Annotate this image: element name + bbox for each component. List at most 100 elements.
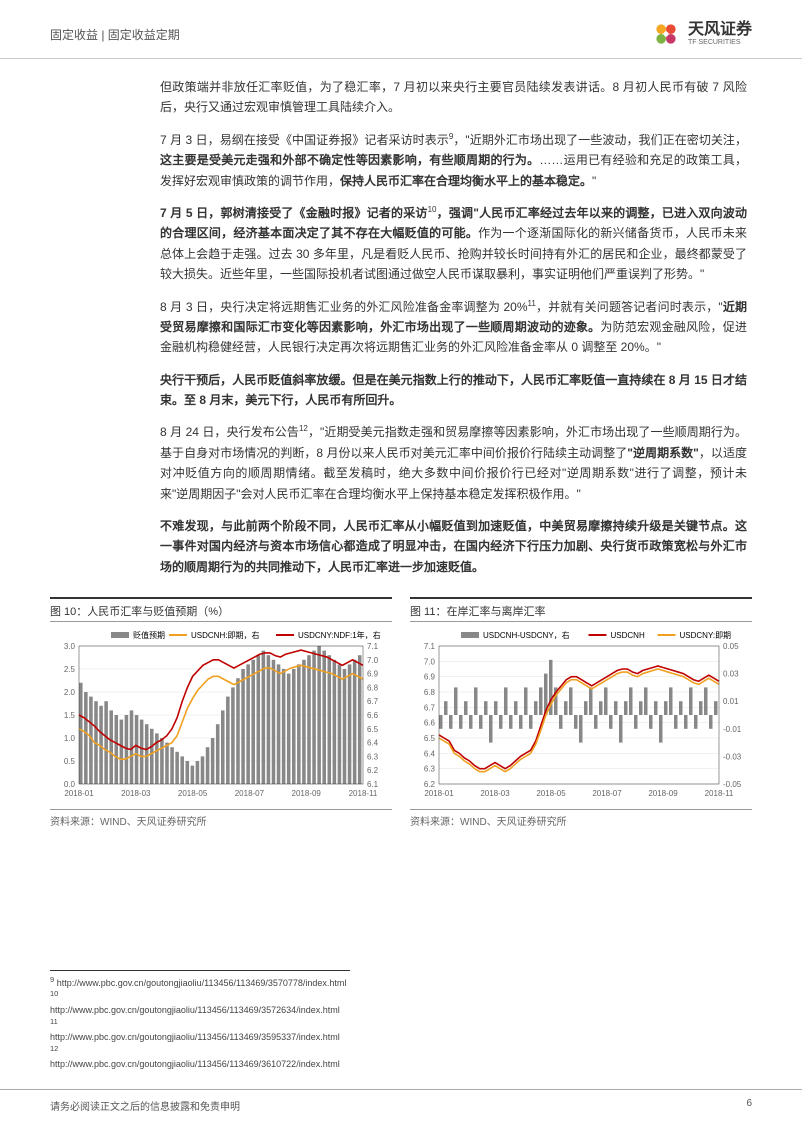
page-footer: 请务必阅读正文之后的信息披露和免责申明 6 <box>0 1089 802 1113</box>
svg-text:USDCNY:NDF:1年，右: USDCNY:NDF:1年，右 <box>298 630 381 640</box>
footnote-ref-12: 12 <box>299 424 308 433</box>
svg-text:1.0: 1.0 <box>64 734 76 743</box>
paragraph-6: 8 月 24 日，央行发布公告12，"近期受美元指数走强和贸易摩擦等因素影响，外… <box>160 422 747 504</box>
svg-text:1.5: 1.5 <box>64 711 76 720</box>
svg-text:2018-11: 2018-11 <box>349 789 378 798</box>
footer-page: 6 <box>746 1098 752 1113</box>
logo-flower-icon <box>650 18 682 50</box>
svg-text:-0.01: -0.01 <box>723 725 742 734</box>
header-category: 固定收益 | 固定收益定期 <box>50 26 180 43</box>
svg-text:贬值预期: 贬值预期 <box>133 630 165 640</box>
p6-c: "逆周期系数" <box>627 446 699 460</box>
svg-text:USDCNH:即期，右: USDCNH:即期，右 <box>191 630 259 640</box>
logo-en: TF SECURITIES <box>688 39 752 47</box>
footer-disclaimer: 请务必阅读正文之后的信息披露和免责申明 <box>50 1098 240 1113</box>
footnote-11-text: http://www.pbc.gov.cn/goutongjiaoliu/113… <box>50 1032 340 1042</box>
svg-text:6.2: 6.2 <box>367 766 379 775</box>
svg-text:6.7: 6.7 <box>424 704 436 713</box>
paragraph-5: 央行干预后，人民币贬值斜率放缓。但是在美元指数上行的推动下，人民币汇率贬值一直持… <box>160 370 747 411</box>
p2-e: 保持人民币汇率在合理均衡水平上的基本稳定。 <box>340 174 592 188</box>
footnote-10: 10 http://www.pbc.gov.cn/goutongjiaoliu/… <box>50 989 350 1016</box>
p2-a: 7 月 3 日，易纲在接受《中国证券报》记者采访时表示 <box>160 133 449 147</box>
svg-text:USDCNH: USDCNH <box>611 631 645 640</box>
svg-text:6.3: 6.3 <box>424 765 436 774</box>
svg-text:6.4: 6.4 <box>424 750 436 759</box>
svg-text:7.1: 7.1 <box>424 642 436 651</box>
svg-text:6.2: 6.2 <box>424 780 436 789</box>
company-logo: 天风证券 TF SECURITIES <box>650 18 752 50</box>
footnote-12-text: http://www.pbc.gov.cn/goutongjiaoliu/113… <box>50 1059 340 1069</box>
svg-text:6.8: 6.8 <box>367 684 379 693</box>
svg-text:0.01: 0.01 <box>723 697 739 706</box>
svg-text:6.9: 6.9 <box>424 673 436 682</box>
footnote-11: 11 http://www.pbc.gov.cn/goutongjiaoliu/… <box>50 1017 350 1044</box>
chart-10-box: 图 10：人民币汇率与贬值预期（%） 贬值预期 USDCNH:即期，右 USDCNY… <box>50 597 392 828</box>
p3-a: 7 月 5 日，郭树清接受了《金融时报》记者的采访 <box>160 206 428 220</box>
charts-row: 图 10：人民币汇率与贬值预期（%） 贬值预期 USDCNH:即期，右 USDCNY… <box>0 589 802 828</box>
chart-10-svg: 贬值预期 USDCNH:即期，右 USDCNY:NDF:1年，右 3.0 2.5 2.0 1… <box>50 626 392 806</box>
svg-text:2018-03: 2018-03 <box>121 789 151 798</box>
svg-text:6.3: 6.3 <box>367 753 379 762</box>
footnote-9: 9 http://www.pbc.gov.cn/goutongjiaoliu/1… <box>50 975 350 990</box>
chart-11-box: 图 11：在岸汇率与离岸汇率 USDCNH-USDCNY，右USDCNHUSDC… <box>410 597 752 828</box>
svg-text:2.0: 2.0 <box>64 688 76 697</box>
svg-text:3.0: 3.0 <box>64 642 76 651</box>
footnote-ref-11: 11 <box>528 299 536 308</box>
footnote-12: 12 http://www.pbc.gov.cn/goutongjiaoliu/… <box>50 1044 350 1071</box>
svg-text:6.1: 6.1 <box>367 780 379 789</box>
chart-11-source: 资料来源：WIND、天风证券研究所 <box>410 809 752 828</box>
svg-text:2018-05: 2018-05 <box>536 789 566 798</box>
svg-text:2018-01: 2018-01 <box>64 789 94 798</box>
paragraph-7: 不难发现，与此前两个阶段不同，人民币汇率从小幅贬值到加速贬值，中美贸易摩擦持续升… <box>160 516 747 577</box>
footnote-ref-10: 10 <box>428 205 437 214</box>
svg-text:6.4: 6.4 <box>367 739 379 748</box>
svg-text:6.5: 6.5 <box>367 725 379 734</box>
p2-f: " <box>592 174 596 188</box>
svg-text:USDCNY:即期: USDCNY:即期 <box>680 631 732 640</box>
paragraph-1: 但政策端并非放任汇率贬值，为了稳汇率，7 月初以来央行主要官员陆续发表讲话。8 … <box>160 77 747 118</box>
paragraph-3: 7 月 5 日，郭树清接受了《金融时报》记者的采访10，强调"人民币汇率经过去年… <box>160 203 747 285</box>
p4-a: 8 月 3 日，央行决定将远期售汇业务的外汇风险准备金率调整为 20% <box>160 300 528 314</box>
svg-text:7.0: 7.0 <box>424 658 436 667</box>
logo-cn: 天风证券 <box>688 21 752 39</box>
svg-text:6.7: 6.7 <box>367 697 379 706</box>
svg-text:0.0: 0.0 <box>64 780 76 789</box>
body-content: 但政策端并非放任汇率贬值，为了稳汇率，7 月初以来央行主要官员陆续发表讲话。8 … <box>0 59 802 577</box>
svg-text:2018-11: 2018-11 <box>705 789 734 798</box>
p6-a: 8 月 24 日，央行发布公告 <box>160 425 299 439</box>
svg-text:6.6: 6.6 <box>424 719 436 728</box>
svg-text:0.05: 0.05 <box>723 642 739 651</box>
svg-text:6.6: 6.6 <box>367 711 379 720</box>
footnote-10-text: http://www.pbc.gov.cn/goutongjiaoliu/113… <box>50 1005 340 1015</box>
svg-text:-0.05: -0.05 <box>723 780 742 789</box>
svg-text:7.0: 7.0 <box>367 656 379 665</box>
svg-text:0.5: 0.5 <box>64 757 76 766</box>
chart-10-title: 图 10：人民币汇率与贬值预期（%） <box>50 597 392 622</box>
footnotes: 9 http://www.pbc.gov.cn/goutongjiaoliu/1… <box>50 970 350 1071</box>
footnote-9-text: http://www.pbc.gov.cn/goutongjiaoliu/113… <box>57 978 347 988</box>
paragraph-2: 7 月 3 日，易纲在接受《中国证券报》记者采访时表示9，"近期外汇市场出现了一… <box>160 130 747 191</box>
svg-text:7.1: 7.1 <box>367 642 379 651</box>
svg-text:2018-01: 2018-01 <box>424 789 454 798</box>
svg-text:6.9: 6.9 <box>367 670 379 679</box>
svg-text:USDCNH-USDCNY，右: USDCNH-USDCNY，右 <box>483 630 570 640</box>
paragraph-4: 8 月 3 日，央行决定将远期售汇业务的外汇风险准备金率调整为 20%11，并就… <box>160 297 747 358</box>
chart-11-svg: USDCNH-USDCNY，右 USDCNH USDCNY:即期 7.1 7.0 6.9 6… <box>410 626 752 806</box>
svg-text:2018-03: 2018-03 <box>480 789 510 798</box>
svg-text:2.5: 2.5 <box>64 665 76 674</box>
chart-11-title: 图 11：在岸汇率与离岸汇率 <box>410 597 752 622</box>
page-header: 固定收益 | 固定收益定期 天风证券 TF SECURITIES <box>0 0 802 59</box>
svg-text:-0.03: -0.03 <box>723 753 742 762</box>
svg-text:6.5: 6.5 <box>424 734 436 743</box>
svg-text:0.03: 0.03 <box>723 670 739 679</box>
svg-text:2018-09: 2018-09 <box>292 789 322 798</box>
logo-text: 天风证券 TF SECURITIES <box>688 21 752 46</box>
svg-text:2018-05: 2018-05 <box>178 789 208 798</box>
svg-text:2018-07: 2018-07 <box>592 789 622 798</box>
p4-b: ，并就有关问题答记者问时表示，" <box>536 300 723 314</box>
svg-text:2018-07: 2018-07 <box>235 789 265 798</box>
svg-text:2018-09: 2018-09 <box>648 789 678 798</box>
chart-10-source: 资料来源：WIND、天风证券研究所 <box>50 809 392 828</box>
p2-c: 这主要是受美元走强和外部不确定性等因素影响，有些顺周期的行为。 <box>160 153 539 167</box>
p2-b: ，"近期外汇市场出现了一些波动，我们正在密切关注， <box>453 133 747 147</box>
